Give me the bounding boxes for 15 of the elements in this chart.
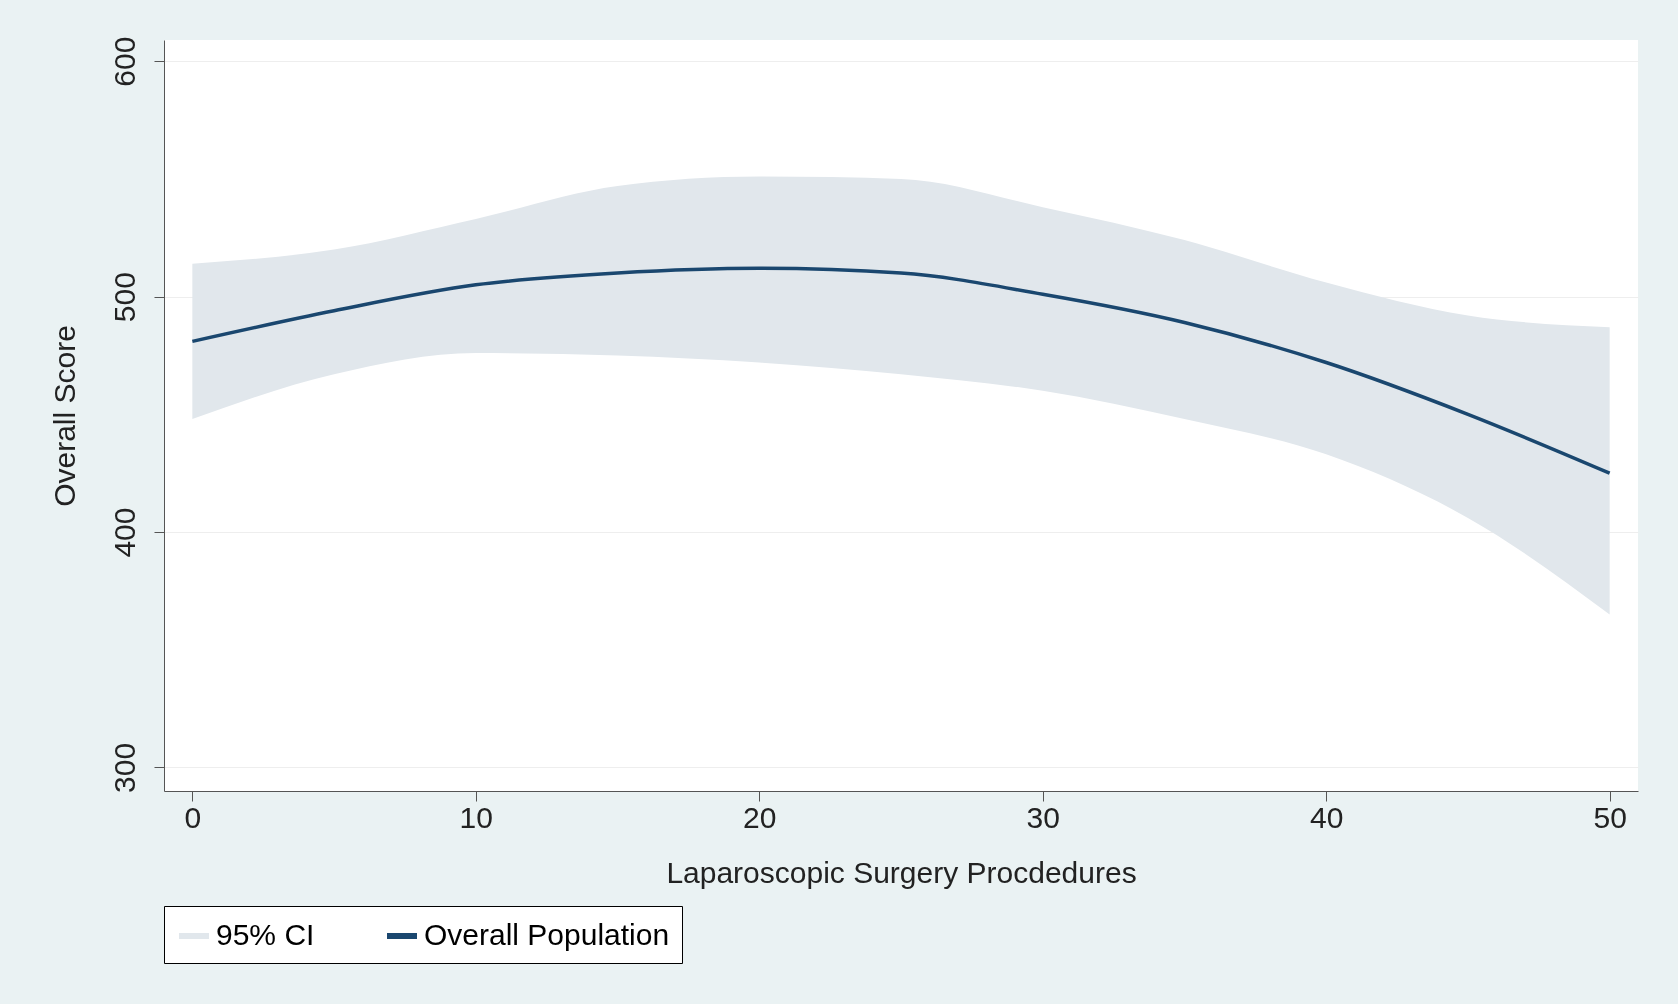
y-tick-label: 400 bbox=[107, 507, 141, 558]
x-tick-label: 10 bbox=[459, 800, 493, 834]
x-axis-title: Laparoscopic Surgery Procdedures bbox=[666, 855, 1137, 889]
text: 95% CI bbox=[216, 918, 315, 951]
y-tick-label: 300 bbox=[107, 742, 141, 793]
line-series bbox=[190, 266, 1612, 475]
x-tick-label: 0 bbox=[184, 800, 202, 834]
x-tick-label: 50 bbox=[1593, 800, 1627, 834]
legend-label: Overall Population bbox=[424, 918, 670, 951]
x-tick-label: 30 bbox=[1026, 800, 1060, 834]
y-tick-label: 500 bbox=[107, 272, 141, 323]
y-tick-label: 600 bbox=[107, 36, 141, 87]
x-tick-label: 20 bbox=[743, 800, 777, 834]
x-tick-label: 40 bbox=[1310, 800, 1344, 834]
y-axis-title: Overall Score bbox=[47, 325, 81, 507]
